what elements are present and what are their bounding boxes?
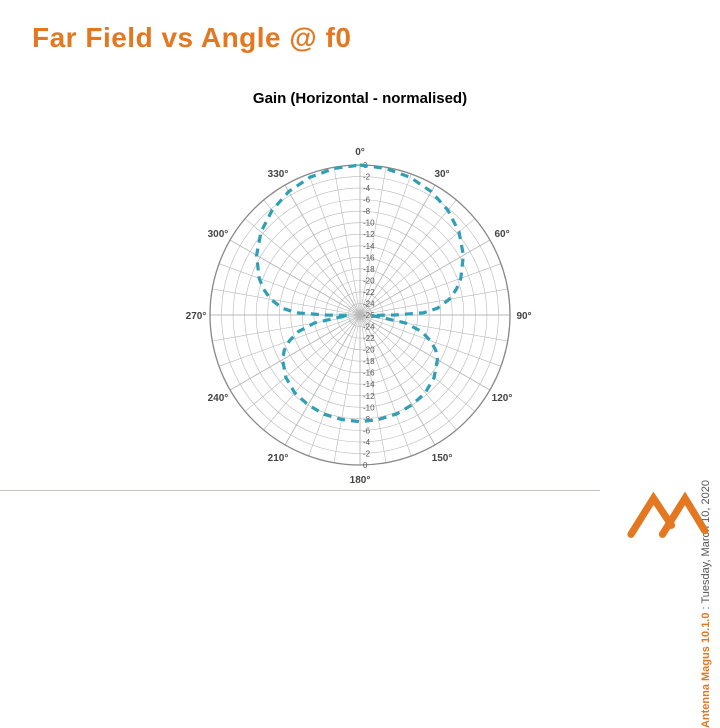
polar-chart: 00-2-2-4-4-6-6-8-8-10-10-12-12-14-14-16-… xyxy=(160,115,560,515)
svg-text:-14: -14 xyxy=(363,242,375,251)
side-label-sep: : xyxy=(700,604,712,613)
svg-text:-18: -18 xyxy=(363,357,375,366)
side-label-product: Antenna Magus 10.1.0 xyxy=(700,613,712,728)
svg-text:30°: 30° xyxy=(434,169,449,180)
svg-text:-12: -12 xyxy=(363,392,375,401)
svg-text:-4: -4 xyxy=(363,184,371,193)
svg-text:-16: -16 xyxy=(363,253,375,262)
svg-text:120°: 120° xyxy=(492,393,513,404)
svg-text:-18: -18 xyxy=(363,265,375,274)
svg-text:210°: 210° xyxy=(268,453,289,464)
svg-text:-8: -8 xyxy=(363,207,371,216)
svg-text:-14: -14 xyxy=(363,380,375,389)
page-title: Far Field vs Angle @ f0 xyxy=(32,22,351,54)
svg-text:-22: -22 xyxy=(363,288,375,297)
svg-text:-6: -6 xyxy=(363,196,371,205)
svg-text:330°: 330° xyxy=(268,169,289,180)
svg-text:-20: -20 xyxy=(363,276,375,285)
svg-text:-10: -10 xyxy=(363,403,375,412)
svg-text:-24: -24 xyxy=(363,299,375,308)
svg-text:60°: 60° xyxy=(494,229,509,240)
svg-text:-6: -6 xyxy=(363,426,371,435)
svg-text:-2: -2 xyxy=(363,449,371,458)
svg-text:-16: -16 xyxy=(363,369,375,378)
brand-logo-icon xyxy=(622,487,712,542)
svg-text:-20: -20 xyxy=(363,346,375,355)
svg-text:0: 0 xyxy=(363,461,368,470)
svg-text:90°: 90° xyxy=(516,311,531,322)
svg-text:-10: -10 xyxy=(363,219,375,228)
svg-text:-12: -12 xyxy=(363,230,375,239)
svg-text:150°: 150° xyxy=(432,453,453,464)
svg-text:-22: -22 xyxy=(363,334,375,343)
svg-text:240°: 240° xyxy=(208,393,229,404)
footer-divider xyxy=(0,490,600,491)
svg-text:270°: 270° xyxy=(186,311,207,322)
svg-text:-24: -24 xyxy=(363,323,375,332)
svg-text:0°: 0° xyxy=(355,147,365,158)
svg-text:-4: -4 xyxy=(363,438,371,447)
svg-text:300°: 300° xyxy=(208,229,229,240)
svg-text:-2: -2 xyxy=(363,173,371,182)
chart-subtitle: Gain (Horizontal - normalised) xyxy=(0,90,720,107)
svg-text:180°: 180° xyxy=(350,475,371,486)
